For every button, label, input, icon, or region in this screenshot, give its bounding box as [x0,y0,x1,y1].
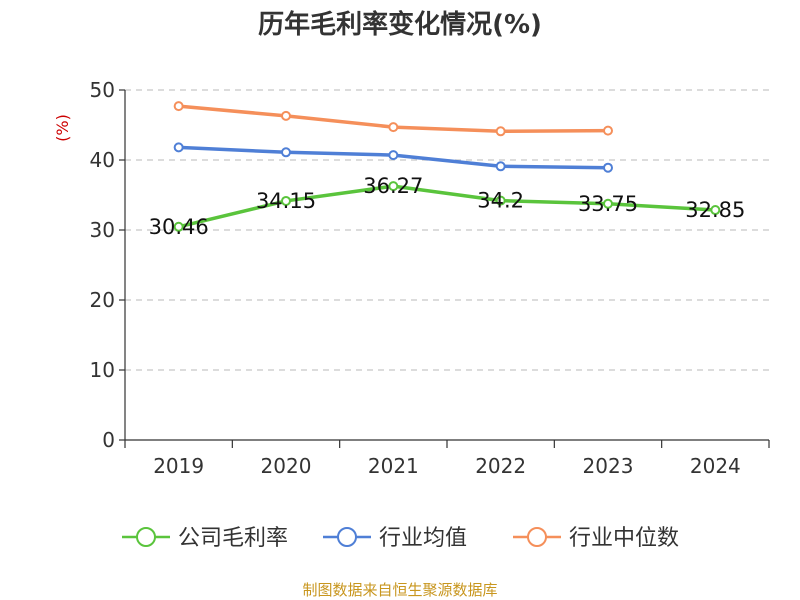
y-tick-label: 30 [90,218,115,242]
y-tick-label: 50 [90,78,115,102]
data-point [388,122,399,133]
data-point [495,195,506,206]
series-2 [173,101,613,137]
data-point [388,150,399,161]
axes: 0 10 20 30 40 50 2019 2020 2021 2022 2023 2024 [90,78,770,478]
y-tick-label: 10 [90,358,115,382]
data-point [173,142,184,153]
data-point [710,205,721,216]
legend-item-2[interactable]: 行业中位数 [513,526,679,551]
gridlines [125,89,769,371]
data-point [388,181,399,192]
data-point [173,101,184,112]
legend-label: 行业均值 [379,526,467,551]
y-tick-label: 0 [102,428,115,452]
data-point [281,110,291,121]
data-point [603,198,613,209]
legend-item-0[interactable]: 公司毛利率 [122,526,288,551]
data-point [281,195,291,206]
legend-item-1[interactable]: 行业均值 [323,526,467,551]
data-label: 33.75 [578,192,638,216]
legend-label: 公司毛利率 [178,526,288,551]
x-tick-label: 2021 [368,454,419,478]
y-tick-label: 40 [90,148,115,172]
source-note: 制图数据来自恒生聚源数据库 [302,581,497,599]
y-tick-label: 20 [90,288,115,312]
data-label: 34.15 [256,189,316,213]
legend[interactable]: 公司毛利率 行业均值 行业中位数 [122,526,679,551]
data-label: 30.46 [149,215,209,239]
data-label: 32.85 [685,198,745,222]
x-tick-label: 2022 [475,454,526,478]
data-labels: 30.46 34.15 36.27 34.2 33.75 32.85 [149,174,746,239]
series-lines [173,101,721,232]
x-tick-label: 2023 [583,454,634,478]
x-tick-label: 2024 [690,454,741,478]
data-point [495,126,506,137]
x-tick-label: 2019 [153,454,204,478]
legend-swatch-marker [527,527,547,547]
series-line [178,184,716,229]
chart-title: 历年毛利率变化情况(%) [258,9,542,40]
legend-swatch-marker [136,527,156,547]
data-point [603,125,613,136]
data-label: 36.27 [363,174,423,198]
data-point [173,221,184,232]
data-point [603,162,613,173]
y-axis-unit-label: (%) [53,114,72,142]
data-label: 34.2 [477,189,524,213]
data-point [281,147,291,158]
series-1 [173,142,613,173]
legend-swatch-marker [337,527,357,547]
x-tick-label: 2020 [261,454,312,478]
series-0 [173,181,721,232]
legend-label: 行业中位数 [569,526,679,551]
data-point [495,161,506,172]
